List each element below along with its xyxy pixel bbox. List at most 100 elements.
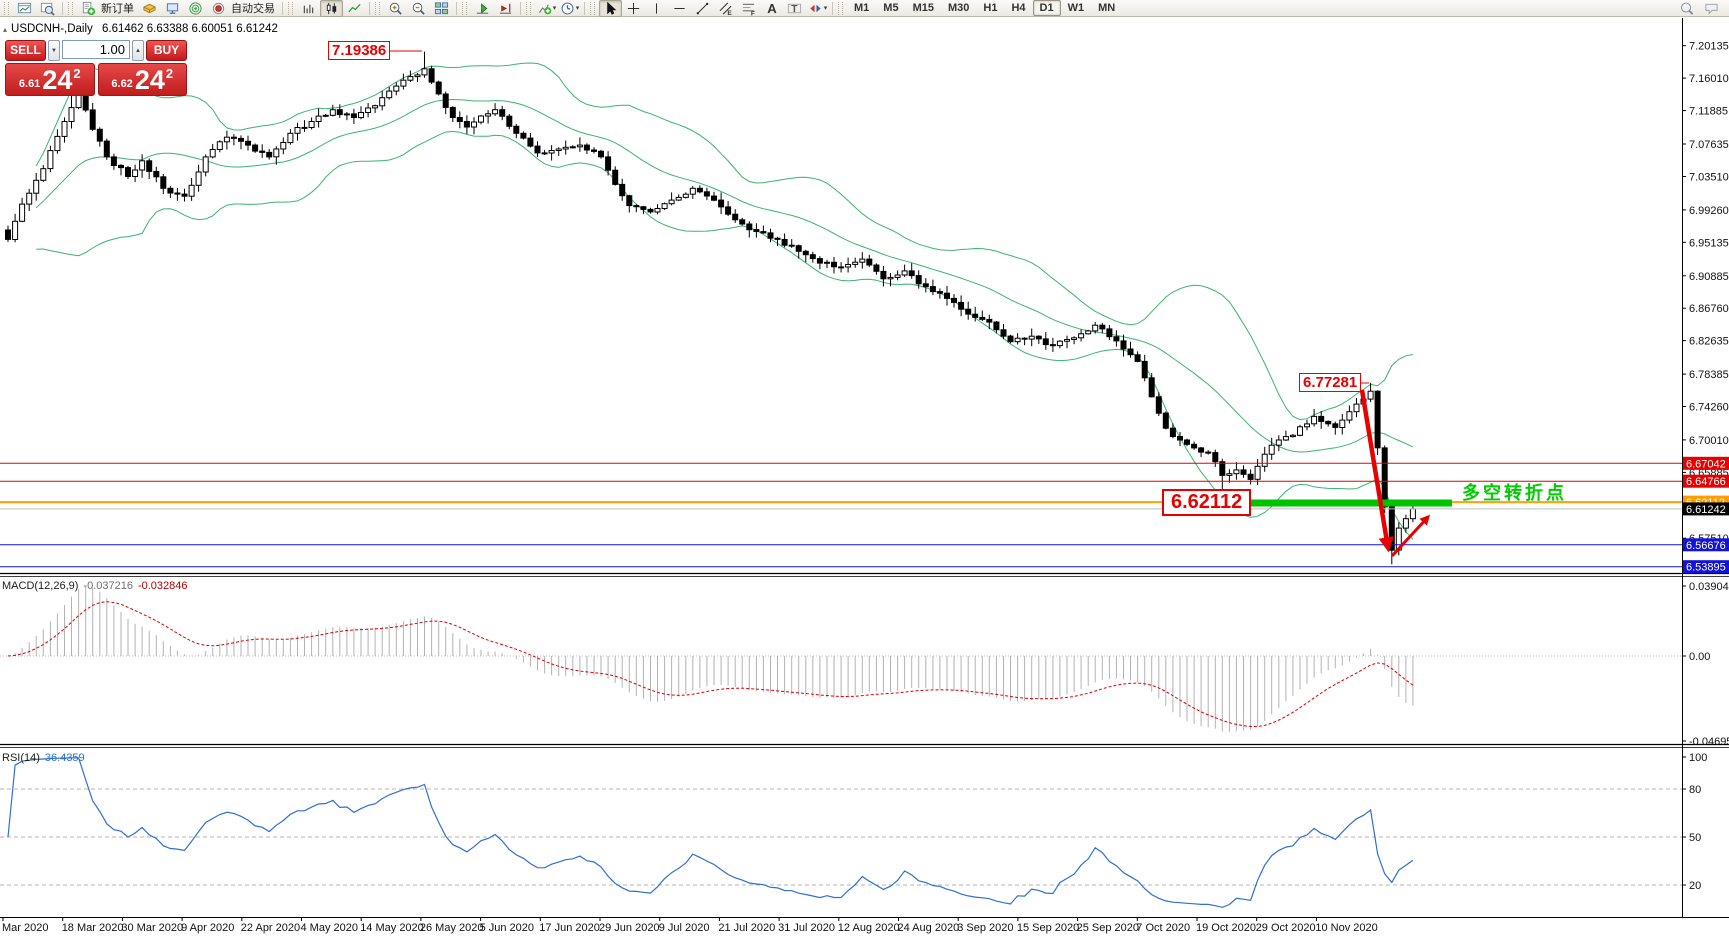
price-badge-label: 6.64766 (1686, 476, 1726, 488)
candlestick-chart-button[interactable] (320, 0, 343, 17)
price-tick-label: 6.74260 (1689, 402, 1729, 414)
timeframe-button-m15[interactable]: M15 (912, 2, 934, 14)
candlestick-chart-icon (326, 2, 337, 14)
volume-decrease-button[interactable]: ▼ (48, 40, 60, 61)
price-axis[interactable]: 7.20135 7.16010 7.11885 7.07635 7.03510 6.992… (1682, 41, 1729, 892)
horizontal-line-button[interactable] (668, 0, 691, 17)
toolbar-grip[interactable] (4, 1, 9, 15)
tile-windows-icon (434, 1, 449, 14)
downtrend-arrow[interactable] (1359, 389, 1394, 553)
new-chart-button[interactable] (13, 0, 36, 17)
macd-panel (0, 586, 1682, 733)
autotrading-label[interactable]: 自动交易 (231, 3, 275, 15)
terminal-button[interactable] (161, 0, 184, 17)
zoom-out-button[interactable] (407, 0, 430, 17)
auto-scroll-button[interactable] (471, 0, 494, 17)
timeframe-button-m30[interactable]: M30 (947, 2, 970, 14)
volume-input[interactable] (62, 40, 130, 59)
toolbar-grip[interactable] (838, 1, 843, 15)
bid-prefix: 6.61 (18, 78, 41, 90)
buy-price-button[interactable]: 6.62 24 2 (97, 63, 187, 96)
dropdown-caret-icon[interactable]: ▾ (823, 5, 828, 12)
signals-button[interactable] (184, 0, 207, 17)
community-icon[interactable] (1704, 1, 1719, 16)
zoom-in-button[interactable] (384, 0, 407, 17)
date-label: 5 Jun 2020 (480, 922, 534, 934)
date-label: 10 Nov 2020 (1315, 922, 1377, 934)
periods-button[interactable]: ▾ (558, 0, 581, 17)
horizontal-level-lines[interactable] (0, 462, 1682, 568)
bar-chart-button[interactable] (297, 0, 320, 17)
buy-button[interactable]: BUY (146, 40, 187, 61)
market-button[interactable] (138, 0, 161, 17)
sell-price-button[interactable]: 6.61 24 2 (5, 63, 95, 96)
swing-high-price-label[interactable]: 6.77281 (1299, 373, 1362, 393)
price-tick-label: 7.11885 (1689, 106, 1728, 118)
price-tick-label: 7.16010 (1689, 73, 1729, 85)
text-label-button[interactable]: T (783, 0, 806, 17)
timeframe-button-mn[interactable]: MN (1098, 2, 1116, 14)
text-icon: A (767, 1, 777, 16)
search-icon[interactable] (1679, 1, 1694, 16)
price-tick-label: 6.99260 (1689, 205, 1729, 217)
bid-pips: 24 (42, 65, 73, 95)
dropdown-caret-icon[interactable]: ▾ (552, 5, 557, 12)
bollinger-bands (35, 62, 1414, 540)
bollinger-lower-line (36, 130, 1414, 540)
toolbar-grip[interactable] (375, 1, 380, 15)
timeframe-button-m1[interactable]: M1 (854, 2, 870, 14)
toolbar-grip[interactable] (462, 1, 467, 15)
new-order-button[interactable] (77, 0, 100, 17)
fibonacci-button[interactable]: F (737, 0, 760, 17)
date-label: 24 Aug 2020 (898, 922, 960, 934)
turning-point-annotation[interactable]: 多空转折点 (1462, 483, 1567, 503)
toolbar-grip[interactable] (526, 1, 531, 15)
symbol-name: USDCNH-,Daily (11, 23, 93, 35)
one-click-collapse-icon[interactable]: ▴ (3, 25, 8, 34)
channel-button[interactable]: E (714, 0, 737, 17)
timeframe-button-w1[interactable]: W1 (1067, 2, 1085, 14)
profiles-button[interactable] (36, 0, 59, 17)
peak-price-label[interactable]: 7.19386 (328, 41, 391, 61)
toolbar: 新订单 自动交易 ▾ ▾ E F A T ▾ M1 M5 M15 M30 H1 H4 D1 W1 MN (0, 0, 1729, 17)
toolbar-grip[interactable] (288, 1, 293, 15)
timeframe-button-h4[interactable]: H4 (1011, 2, 1026, 14)
sell-button[interactable]: SELL (5, 40, 46, 61)
crosshair-button[interactable] (622, 0, 645, 17)
arrows-button[interactable]: ▾ (806, 0, 829, 17)
support-zone-bar[interactable] (1240, 499, 1452, 507)
rsi-indicator-label: RSI(14) 36.4359 (2, 752, 85, 764)
volume-increase-button[interactable]: ▲ (132, 40, 144, 61)
support-price-label[interactable]: 6.62112 (1162, 489, 1252, 516)
line-chart-button[interactable] (343, 0, 366, 17)
cursor-button[interactable] (599, 0, 622, 17)
tile-windows-button[interactable] (430, 0, 453, 17)
date-label: 15 Sep 2020 (1017, 922, 1079, 934)
timeframe-button-m5[interactable]: M5 (883, 2, 899, 14)
vertical-line-button[interactable] (645, 0, 668, 17)
profiles-icon (40, 2, 55, 16)
trendline-button[interactable] (691, 0, 714, 17)
symbol-info[interactable]: ▴ USDCNH-,Daily 6.61462 6.63388 6.60051 6… (3, 23, 278, 35)
bollinger-upper-line (35, 62, 1413, 421)
indicators-button[interactable]: ▾ (535, 0, 558, 17)
price-tick-label: 6.82635 (1689, 336, 1729, 348)
price-badge-label: 6.61242 (1686, 504, 1726, 516)
price-tick-label: 6.86760 (1689, 303, 1729, 315)
text-button[interactable]: A (760, 0, 783, 17)
autotrading-button[interactable] (207, 0, 230, 17)
timeframe-button-d1[interactable]: D1 (1032, 0, 1061, 16)
toolbar-grip[interactable] (590, 1, 595, 15)
dropdown-caret-icon[interactable]: ▾ (575, 5, 580, 12)
timeframe-button-h1[interactable]: H1 (983, 2, 998, 14)
bounce-arrow[interactable] (1390, 514, 1431, 558)
date-label: 22 Apr 2020 (241, 922, 300, 934)
periods-icon (561, 2, 574, 14)
chart-shift-button[interactable] (494, 0, 517, 17)
toolbar-grip[interactable] (68, 1, 73, 15)
new-order-label[interactable]: 新订单 (101, 3, 134, 15)
toolbar-separator (369, 1, 370, 15)
